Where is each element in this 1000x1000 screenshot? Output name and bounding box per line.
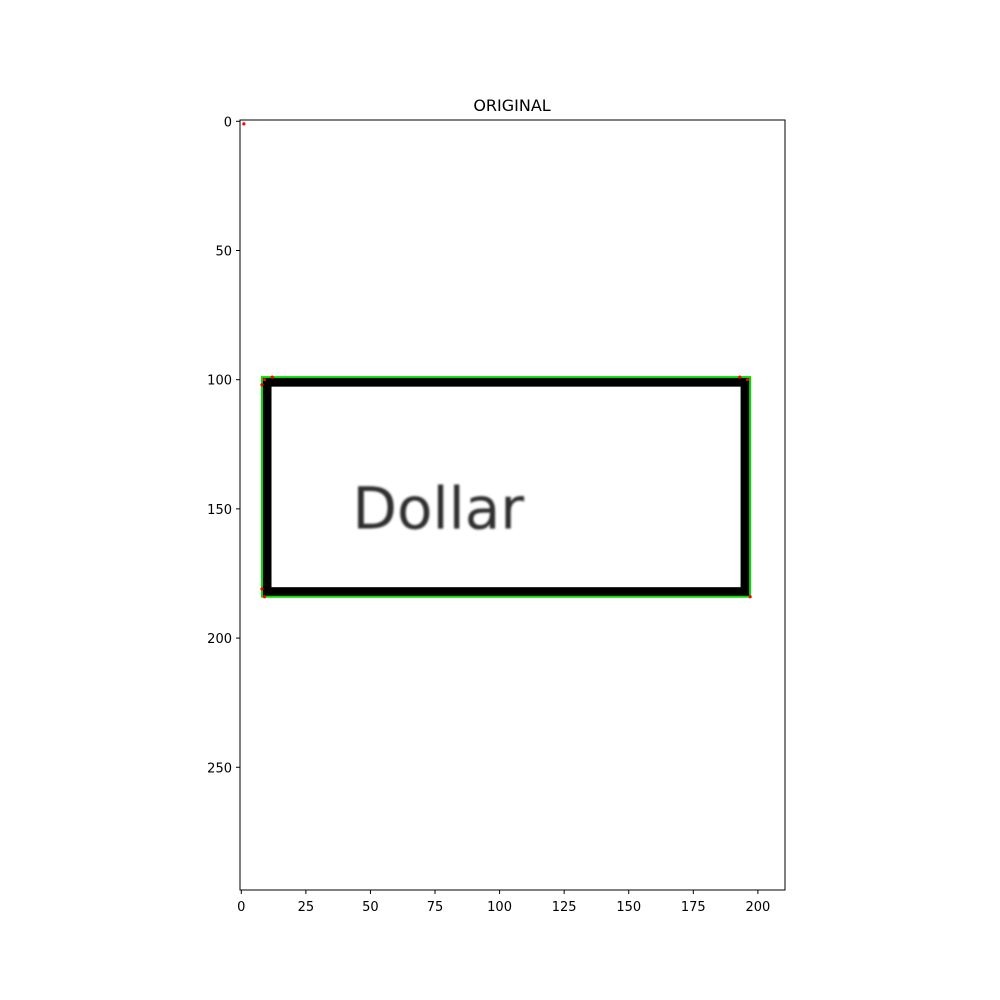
- y-tick-label: 150: [207, 503, 232, 518]
- axes-frame: [239, 119, 786, 891]
- corner-point: [738, 375, 742, 379]
- corner-point: [260, 587, 264, 591]
- y-tick-label: 200: [207, 632, 232, 647]
- image-text: Dollar: [352, 474, 524, 542]
- x-tick-label: 100: [487, 900, 512, 915]
- y-tick-label: 100: [207, 374, 232, 389]
- corner-point: [262, 595, 267, 599]
- detected-contour: [260, 376, 752, 598]
- x-tick-label: 0: [237, 900, 245, 915]
- y-axis: 0 50 100 150 200 250: [207, 115, 240, 776]
- y-tick-label: 50: [215, 244, 232, 259]
- x-tick-label: 75: [427, 900, 444, 915]
- corner-point: [242, 122, 246, 126]
- image-background: [240, 120, 785, 890]
- x-tick-label: 125: [552, 900, 577, 915]
- corner-point: [270, 375, 274, 379]
- corner-point: [262, 378, 267, 382]
- x-tick-label: 25: [298, 900, 315, 915]
- chart-title: ORIGINAL: [473, 96, 550, 115]
- black-box-border: [261, 377, 751, 597]
- x-axis: 0 25 50 75 100 125 150 175 200: [237, 890, 770, 915]
- image-area: Dollar: [240, 120, 785, 890]
- y-tick-label: 250: [207, 761, 232, 776]
- corner-point: [745, 378, 750, 382]
- corner-point: [260, 383, 264, 387]
- x-tick-label: 150: [616, 900, 641, 915]
- x-tick-label: 175: [681, 900, 706, 915]
- x-tick-label: 50: [362, 900, 379, 915]
- x-tick-label: 200: [745, 900, 770, 915]
- corner-point: [748, 595, 752, 599]
- y-tick-label: 0: [224, 115, 232, 130]
